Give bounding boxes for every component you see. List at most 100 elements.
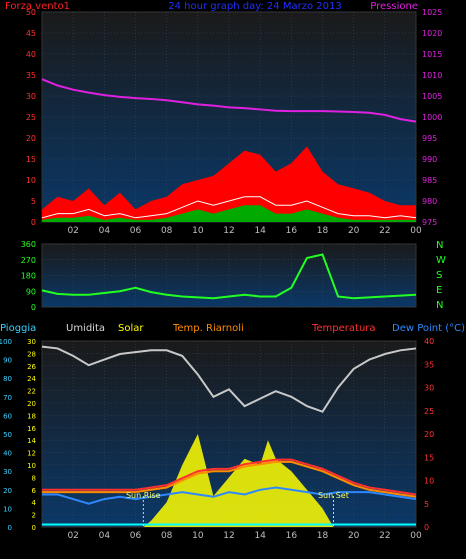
temperature-axes: 0102030405060708090100024681012141618202… xyxy=(0,337,434,541)
y-right-tick-label: 10 xyxy=(424,477,434,486)
y-right-tick-label: 1025 xyxy=(422,8,442,17)
x-tick-label: 02 xyxy=(67,226,78,236)
wind-pressure-axes: 0510152025303540455097598098599099510001… xyxy=(26,8,443,236)
x-tick-label: 12 xyxy=(223,531,234,541)
x-tick-label: 00 xyxy=(410,226,422,236)
x-tick-label: 04 xyxy=(99,531,111,541)
y-left-tick-label: 50 xyxy=(3,431,12,439)
temperatura-series-line xyxy=(42,458,417,496)
y-left-tick-label: 50 xyxy=(26,8,36,17)
y-left-tick-label: 180 xyxy=(21,272,36,281)
temp-riarnoli-series-line xyxy=(42,460,417,498)
pressione-series-line xyxy=(41,78,417,123)
y-second-tick-label: 30 xyxy=(27,338,36,346)
x-tick-label: 18 xyxy=(317,531,329,541)
y-second-tick-label: 2 xyxy=(32,512,36,520)
rain-series-label: Pioggia xyxy=(0,323,36,334)
y-right-tick-label: 35 xyxy=(424,360,434,369)
y-second-tick-label: 18 xyxy=(27,412,36,420)
x-tick-label: 00 xyxy=(410,531,422,541)
y-left-tick-label: 40 xyxy=(26,50,36,59)
y-second-tick-label: 0 xyxy=(32,524,36,532)
x-tick-label: 10 xyxy=(192,226,204,236)
y-right-tick-label: 985 xyxy=(422,176,437,185)
x-tick-label: 16 xyxy=(286,226,298,236)
y-left-tick-label: 0 xyxy=(8,524,12,532)
x-tick-label: 16 xyxy=(286,531,298,541)
y-left-tick-label: 40 xyxy=(3,450,12,458)
x-tick-label: 10 xyxy=(192,531,204,541)
y-right-tick-label: 40 xyxy=(424,337,434,346)
y-second-tick-label: 14 xyxy=(27,437,36,445)
wind-series-line xyxy=(41,196,417,219)
y-right-tick-label: 1015 xyxy=(422,50,442,59)
y-left-tick-label: 70 xyxy=(3,394,12,402)
y-right-tick-label: 1005 xyxy=(422,92,442,101)
dew-point-c-series-line xyxy=(42,486,417,505)
y-left-tick-label: 60 xyxy=(3,412,12,420)
x-tick-label: 08 xyxy=(161,531,173,541)
y-right-tick-label: 1000 xyxy=(422,113,442,122)
x-tick-label: 18 xyxy=(317,226,329,236)
y-left-tick-label: 35 xyxy=(26,71,36,80)
y-right-tick-label: 0 xyxy=(424,523,429,532)
y-left-tick-label: 10 xyxy=(3,505,12,513)
x-tick-label: 04 xyxy=(99,226,111,236)
y-second-tick-label: 4 xyxy=(32,499,37,507)
sun-event-label: Sun Rise xyxy=(126,491,161,500)
y-second-tick-label: 24 xyxy=(27,375,36,383)
y-left-tick-label: 90 xyxy=(3,357,12,365)
y-left-tick-label: 0 xyxy=(31,303,36,312)
temperature-series: Sun Rise Sun Set xyxy=(41,345,417,527)
wind-direction-series-line xyxy=(41,253,417,300)
sun-event-label: Sun Set xyxy=(318,491,349,500)
ground-temp-series-label: Temp. Riarnoli xyxy=(172,323,244,334)
x-tick-label: 14 xyxy=(254,531,266,541)
wind-direction-grid xyxy=(42,243,417,308)
y-left-tick-label: 360 xyxy=(21,240,36,249)
y-left-tick-label: 90 xyxy=(26,287,36,296)
y-second-tick-label: 26 xyxy=(27,363,36,371)
y-left-tick-label: 20 xyxy=(26,134,36,143)
x-tick-label: 14 xyxy=(254,226,266,236)
x-tick-label: 22 xyxy=(379,531,390,541)
y-right-tick-label: 5 xyxy=(424,500,429,509)
y-second-tick-label: 20 xyxy=(27,400,36,408)
y-left-tick-label: 270 xyxy=(21,256,36,265)
wind-pressure-panel: Forza vento1 24 hour graph day: 24 Marzo… xyxy=(5,1,442,236)
umidita-series-line xyxy=(41,345,417,413)
y-right-tick-label: 995 xyxy=(422,134,437,143)
wind-series-area xyxy=(42,205,416,222)
y-second-tick-label: 10 xyxy=(27,462,36,470)
y-left-tick-label: 45 xyxy=(26,29,36,38)
compass-label: N xyxy=(436,240,443,251)
y-second-tick-label: 16 xyxy=(27,425,36,433)
y-second-tick-label: 28 xyxy=(27,350,36,358)
y-left-tick-label: 25 xyxy=(26,113,36,122)
y-right-tick-label: 1010 xyxy=(422,71,442,80)
x-tick-label: 08 xyxy=(161,226,173,236)
wind-direction-series xyxy=(41,253,417,300)
compass-label: N xyxy=(436,300,443,311)
y-second-tick-label: 22 xyxy=(27,388,36,396)
y-right-tick-label: 15 xyxy=(424,453,434,462)
x-tick-label: 06 xyxy=(130,226,142,236)
y-right-tick-label: 25 xyxy=(424,407,434,416)
solar-series-label: Solar xyxy=(118,323,144,334)
wind-series-area xyxy=(42,146,416,222)
x-tick-label: 06 xyxy=(130,531,142,541)
pressure-series-label: Pressione xyxy=(370,1,418,12)
y-left-tick-label: 80 xyxy=(3,375,12,383)
y-right-tick-label: 975 xyxy=(422,218,437,227)
y-second-tick-label: 8 xyxy=(32,474,36,482)
y-left-tick-label: 100 xyxy=(0,338,12,346)
wind-pressure-series xyxy=(41,78,417,222)
y-left-tick-label: 15 xyxy=(26,155,36,164)
chart-title: 24 hour graph day: 24 Marzo 2013 xyxy=(168,1,341,12)
y-second-tick-label: 6 xyxy=(32,487,37,495)
y-left-tick-label: 5 xyxy=(31,197,36,206)
y-right-tick-label: 980 xyxy=(422,197,437,206)
